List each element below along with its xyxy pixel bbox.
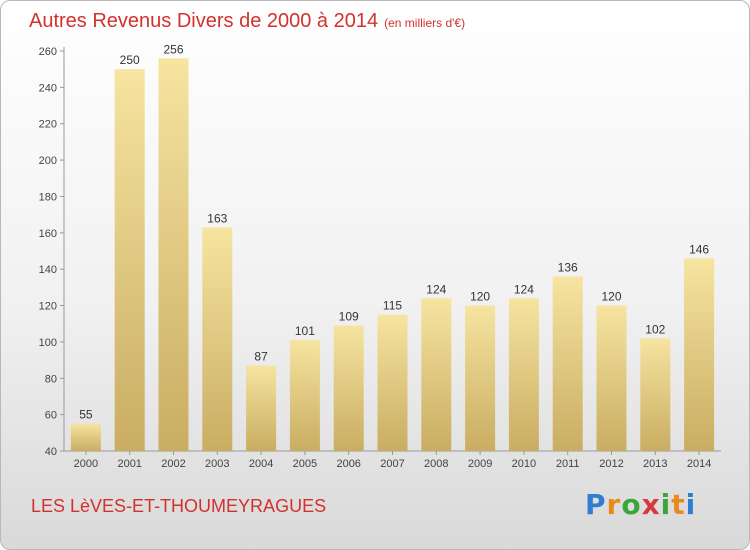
y-tick-label: 60 [45,410,57,422]
bar [377,314,408,451]
y-tick-label: 260 [39,46,57,58]
data-label: 163 [207,211,227,225]
y-tick-label: 200 [39,155,57,167]
bar [289,340,320,451]
x-tick-label: 2010 [512,458,536,470]
x-tick-label: 2013 [643,458,667,470]
x-tick-label: 2002 [161,458,185,470]
chart-subtitle: (en milliers d'€) [384,16,466,30]
data-label: 55 [79,408,93,422]
data-label: 101 [295,324,315,338]
bar [465,305,496,451]
x-tick-label: 2009 [468,458,492,470]
data-label: 124 [426,282,446,296]
x-tick-label: 2003 [205,458,229,470]
x-tick-label: 2007 [380,458,404,470]
bar [596,305,627,451]
x-tick-label: 2014 [687,458,711,470]
y-tick-label: 140 [39,264,57,276]
y-tick-label: 80 [45,373,57,385]
bar [640,338,671,451]
data-label: 250 [120,53,140,67]
commune-name: LES LèVES-ET-THOUMEYRAGUES [31,496,327,516]
data-label: 87 [254,350,268,364]
y-tick-label: 180 [39,191,57,203]
data-label: 120 [601,290,621,304]
x-tick-label: 2011 [556,458,580,470]
y-tick-label: 40 [45,446,57,458]
data-label: 115 [383,299,402,313]
bar [158,58,189,451]
bar [552,276,583,451]
proxiti-logo: Proxiti [585,488,697,521]
x-tick-label: 2008 [424,458,448,470]
bar [333,325,364,451]
chart-title-text: Autres Revenus Divers de 2000 à 2014 [29,10,379,32]
bar [508,298,539,451]
data-label: 146 [689,242,709,256]
bar [421,298,452,451]
data-label: 124 [514,282,534,296]
bar [114,69,145,451]
data-label: 109 [339,310,359,324]
y-tick-label: 120 [39,301,57,313]
y-tick-label: 240 [39,82,57,94]
bar [202,227,233,451]
x-tick-label: 2000 [74,458,98,470]
x-tick-label: 2001 [117,458,141,470]
x-tick-label: 2012 [599,458,623,470]
x-tick-label: 2005 [293,458,317,470]
data-label: 120 [470,290,490,304]
x-tick-label: 2006 [336,458,360,470]
x-tick-label: 2004 [249,458,273,470]
data-label: 102 [645,322,665,336]
chart-title: Autres Revenus Divers de 2000 à 2014 (en … [29,10,465,33]
bar [70,423,101,451]
data-label: 136 [558,260,578,274]
bar [684,258,715,451]
y-tick-label: 100 [39,337,57,349]
y-tick-label: 160 [39,228,57,240]
y-tick-label: 220 [39,119,57,131]
bar [246,365,277,451]
data-label: 256 [163,42,183,56]
